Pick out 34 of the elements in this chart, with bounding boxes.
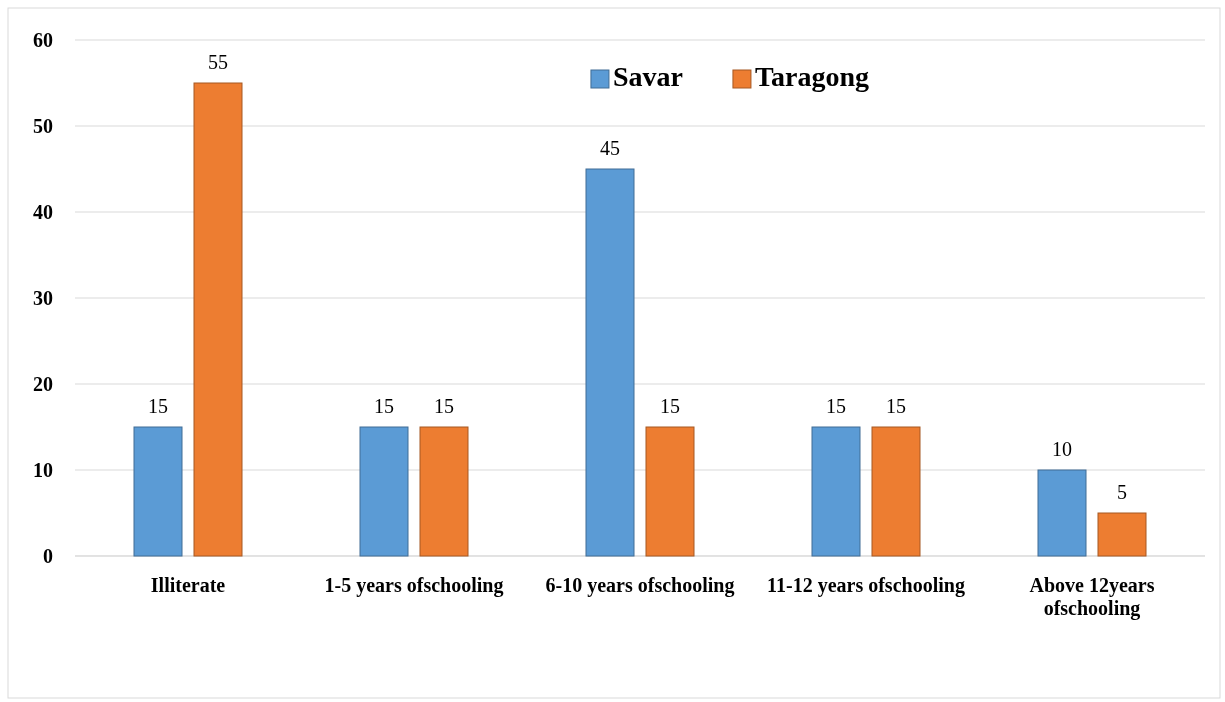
x-tick-label: 11-12 years ofschooling: [767, 574, 965, 597]
x-tick-label: Illiterate: [150, 574, 226, 596]
bar: [1097, 512, 1147, 557]
bar: [811, 426, 861, 557]
y-tick-label: 50: [33, 114, 53, 137]
data-label: 10: [1052, 438, 1072, 460]
legend-label: Savar: [612, 61, 683, 92]
bar: [193, 82, 243, 557]
bar: [419, 426, 469, 557]
legend-label: Taragong: [754, 61, 870, 92]
y-tick-label: 40: [33, 200, 53, 223]
y-tick-label: 30: [33, 286, 53, 309]
bar: [133, 426, 183, 557]
y-tick-label: 20: [33, 372, 53, 395]
data-label: 5: [1117, 481, 1127, 503]
y-tick-label: 10: [33, 458, 53, 481]
bar: [1037, 469, 1087, 557]
data-label: 15: [374, 395, 394, 417]
bar: [585, 168, 635, 557]
bar: [645, 426, 695, 557]
x-tick-label: 1-5 years ofschooling: [324, 574, 504, 597]
x-tick-label: Above 12years ofschooling: [1029, 574, 1155, 620]
x-tick-label: 6-10 years ofschooling: [545, 574, 735, 597]
data-label: 15: [660, 395, 680, 417]
bar: [871, 426, 921, 557]
bar: [359, 426, 409, 557]
data-label: 15: [148, 395, 168, 417]
data-label: 45: [600, 137, 620, 159]
data-label: 15: [886, 395, 906, 417]
y-tick-label: 60: [33, 28, 53, 51]
data-label: 15: [434, 395, 454, 417]
data-label: 15: [826, 395, 846, 417]
y-tick-label: 0: [43, 544, 53, 567]
data-label: 55: [208, 51, 228, 73]
